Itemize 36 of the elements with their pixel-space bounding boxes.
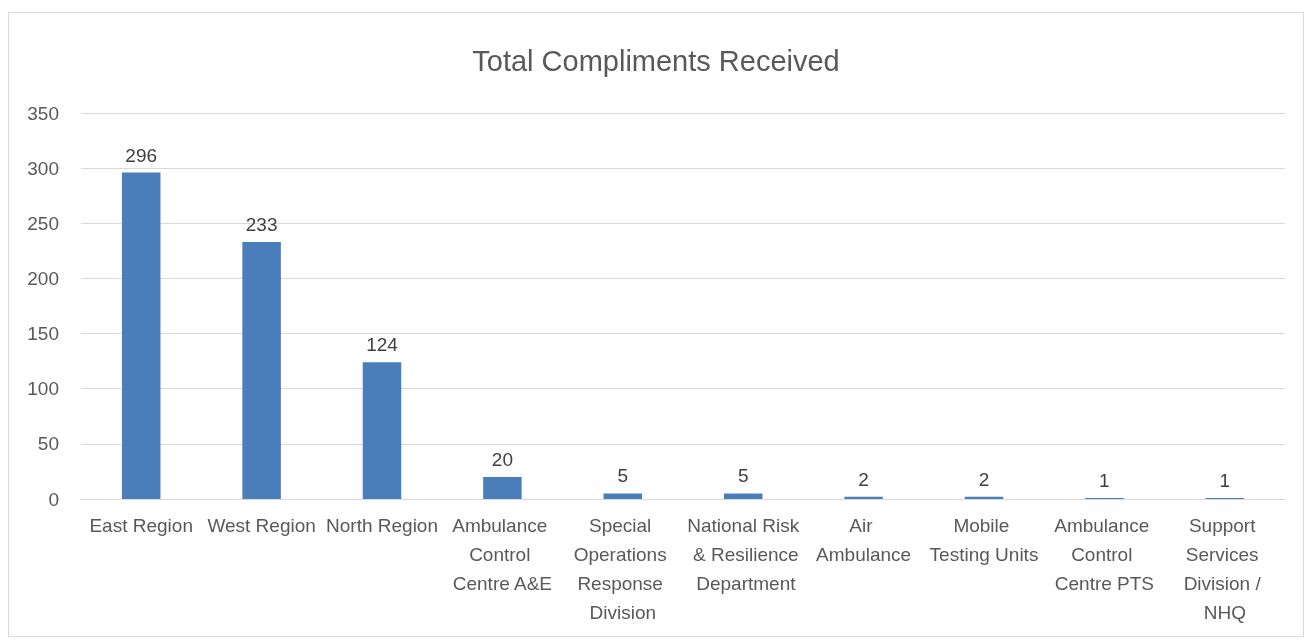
y-tick-label: 200 bbox=[27, 267, 59, 289]
bar bbox=[242, 242, 281, 499]
y-tick-label: 250 bbox=[27, 212, 59, 234]
data-label: 1 bbox=[1099, 469, 1110, 491]
data-label: 1 bbox=[1219, 469, 1231, 491]
x-tick-label: North Region bbox=[326, 515, 438, 536]
data-label: 5 bbox=[617, 465, 629, 487]
chart-title: Total Compliments Received bbox=[472, 44, 840, 77]
data-label: 296 bbox=[125, 144, 158, 166]
y-tick-label: 150 bbox=[27, 323, 59, 345]
y-tick-label: 100 bbox=[27, 378, 59, 400]
bar bbox=[483, 476, 522, 499]
x-tick-label: Mobile Testing Units bbox=[929, 515, 1039, 565]
bar bbox=[603, 493, 643, 499]
data-label: 233 bbox=[245, 214, 278, 236]
data-label: 2 bbox=[858, 468, 869, 490]
y-tick-label: 50 bbox=[37, 433, 59, 455]
y-tick-label: 300 bbox=[27, 157, 59, 179]
data-label: 2 bbox=[978, 468, 990, 490]
x-tick-label: West Region bbox=[207, 515, 316, 536]
x-tick-label: National Risk & Resilience Department bbox=[687, 515, 800, 594]
data-label: 5 bbox=[737, 465, 749, 487]
bar bbox=[362, 362, 402, 499]
y-tick-label: 350 bbox=[27, 102, 59, 124]
data-label: 20 bbox=[491, 448, 513, 470]
x-tick-label: Ambulance Control Centre PTS bbox=[1054, 515, 1155, 594]
bar bbox=[844, 496, 883, 499]
data-label: 124 bbox=[366, 334, 399, 356]
x-tick-label: Air Ambulance bbox=[816, 515, 912, 565]
x-tick-label: Special Operations Response Division bbox=[573, 515, 672, 623]
x-tick-label: East Region bbox=[89, 515, 193, 536]
x-tick-label: Support Services Division / NHQ bbox=[1183, 515, 1266, 623]
bar bbox=[121, 172, 161, 499]
x-tick-label: Ambulance Control Centre A&E bbox=[452, 515, 553, 594]
bar bbox=[723, 493, 763, 499]
y-tick-label: 0 bbox=[48, 488, 59, 510]
